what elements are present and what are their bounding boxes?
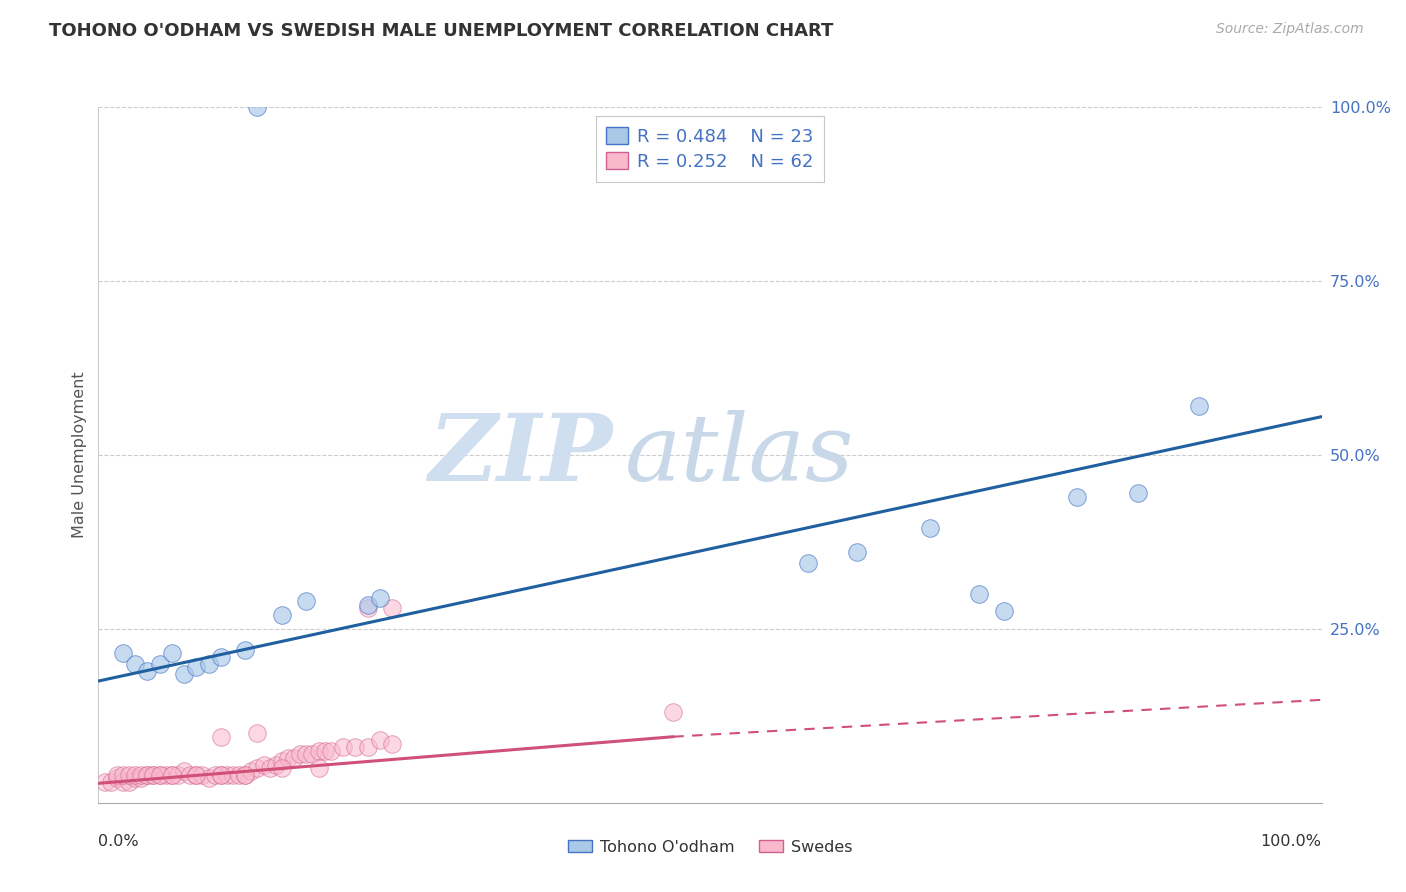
Point (191, 768, 214, 782)
Point (149, 768, 172, 782)
Point (332, 740, 354, 755)
Point (259, 761, 281, 775)
Point (118, 775, 141, 789)
Point (290, 747, 312, 761)
Point (308, 744, 330, 758)
Text: atlas: atlas (624, 410, 853, 500)
Point (845, 545, 868, 559)
Legend: Tohono O'odham, Swedes: Tohono O'odham, Swedes (561, 833, 859, 861)
Point (160, 768, 183, 782)
Point (129, 768, 152, 782)
Point (105, 768, 128, 782)
Point (160, 646, 183, 660)
Point (209, 768, 232, 782)
Point (215, 768, 238, 782)
Text: 100.0%: 100.0% (1261, 834, 1322, 849)
Point (111, 775, 134, 789)
Point (356, 740, 378, 755)
Point (124, 657, 146, 671)
Point (111, 646, 134, 660)
Point (233, 642, 256, 657)
Point (797, 556, 820, 570)
Point (1128, 486, 1150, 500)
Point (662, 706, 685, 720)
Point (179, 768, 201, 782)
Point (270, 754, 294, 768)
Point (368, 591, 391, 605)
Point (1188, 399, 1211, 413)
Point (228, 768, 250, 782)
Point (124, 768, 146, 782)
Point (209, 730, 232, 744)
Point (967, 587, 990, 601)
Point (246, 726, 269, 740)
Point (209, 649, 232, 664)
Point (308, 761, 330, 775)
Point (136, 768, 159, 782)
Point (186, 660, 208, 674)
Point (186, 768, 208, 782)
Point (136, 768, 159, 782)
Point (142, 768, 165, 782)
Point (301, 747, 323, 761)
Point (136, 664, 159, 678)
Point (233, 768, 256, 782)
Y-axis label: Male Unemployment: Male Unemployment (72, 372, 87, 538)
Point (173, 667, 195, 681)
Point (368, 733, 391, 747)
Point (222, 768, 245, 782)
Point (381, 601, 404, 615)
Point (344, 740, 367, 755)
Point (356, 598, 378, 612)
Point (167, 768, 190, 782)
Point (295, 747, 318, 761)
Point (1066, 490, 1088, 504)
Point (204, 768, 226, 782)
Text: ZIP: ZIP (427, 410, 612, 500)
Point (246, 761, 269, 775)
Point (277, 750, 299, 764)
Point (920, 521, 942, 535)
Point (142, 768, 165, 782)
Text: 0.0%: 0.0% (98, 834, 139, 849)
Point (264, 757, 287, 772)
Point (356, 601, 378, 615)
Point (149, 768, 172, 782)
Point (295, 594, 318, 608)
Point (160, 768, 183, 782)
Point (105, 772, 128, 786)
Point (240, 764, 263, 779)
Point (209, 768, 232, 782)
Point (186, 768, 208, 782)
Point (93, 775, 115, 789)
Point (124, 772, 146, 786)
Point (319, 744, 342, 758)
Point (173, 764, 195, 779)
Point (197, 657, 219, 671)
Point (118, 768, 141, 782)
Point (252, 757, 274, 772)
Point (314, 744, 336, 758)
Point (149, 657, 172, 671)
Point (100, 775, 122, 789)
Text: TOHONO O'ODHAM VS SWEDISH MALE UNEMPLOYMENT CORRELATION CHART: TOHONO O'ODHAM VS SWEDISH MALE UNEMPLOYM… (49, 22, 834, 40)
Point (129, 772, 152, 786)
Point (270, 607, 294, 622)
Point (283, 750, 305, 764)
Point (155, 768, 177, 782)
Point (197, 772, 219, 786)
Text: Source: ZipAtlas.com: Source: ZipAtlas.com (1216, 22, 1364, 37)
Point (381, 737, 404, 751)
Point (270, 761, 294, 775)
Point (233, 768, 256, 782)
Point (111, 768, 134, 782)
Point (246, 100, 269, 114)
Point (993, 605, 1015, 619)
